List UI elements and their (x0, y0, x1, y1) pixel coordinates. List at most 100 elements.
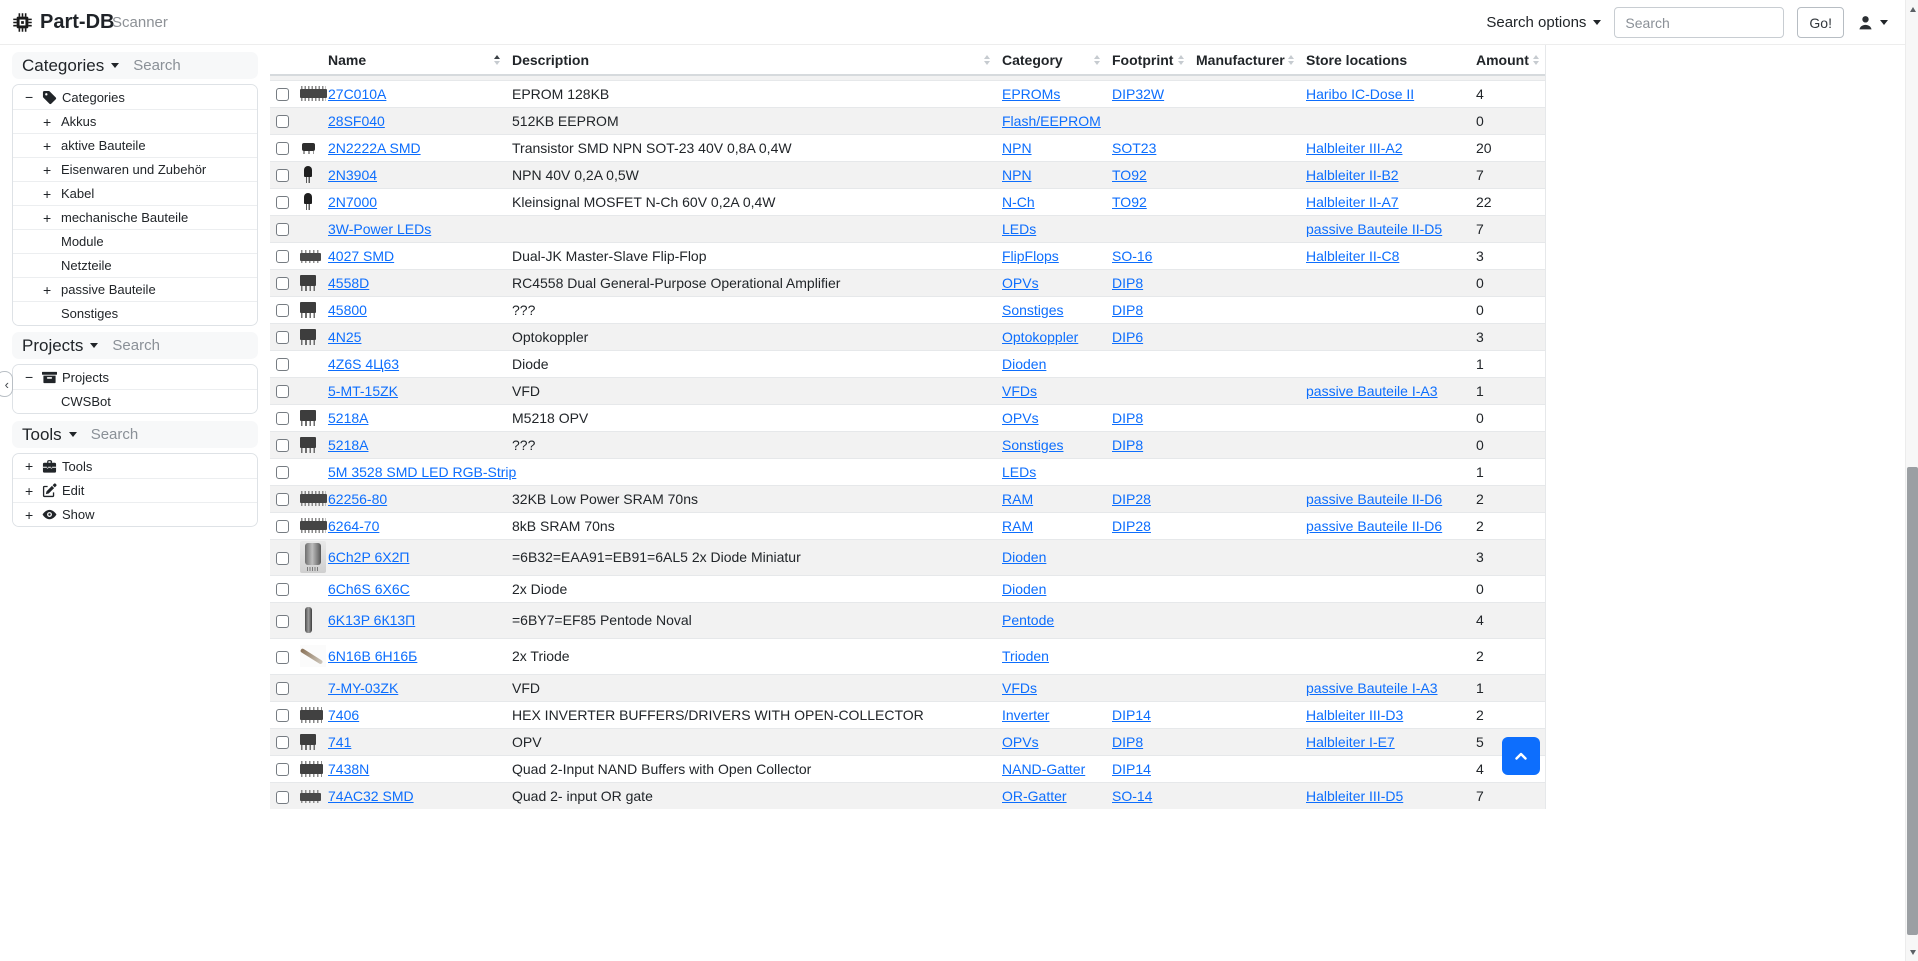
categories-dropdown[interactable]: Categories (22, 56, 120, 76)
part-name-link[interactable]: 6N16B 6Н16Б (328, 648, 418, 664)
store-location-link[interactable]: passive Bauteile I-A3 (1306, 679, 1438, 696)
category-link[interactable]: OR-Gatter (1002, 787, 1067, 804)
tree-item-show[interactable]: + Show (13, 502, 257, 526)
category-link[interactable]: OPVs (1002, 274, 1039, 291)
store-location-link[interactable]: Halbleiter II-C8 (1306, 247, 1400, 264)
row-checkbox[interactable] (276, 169, 289, 183)
store-location-link[interactable]: Halbleiter II-A7 (1306, 193, 1399, 210)
row-checkbox[interactable] (276, 763, 289, 777)
part-name-link[interactable]: 6264-70 (328, 517, 380, 534)
expand-plus-icon[interactable]: + (25, 458, 34, 474)
category-link[interactable]: RAM (1002, 517, 1034, 534)
footprint-link[interactable]: DIP32W (1112, 85, 1165, 102)
row-checkbox[interactable] (276, 88, 289, 102)
projects-search-input[interactable] (112, 337, 223, 354)
row-checkbox[interactable] (276, 614, 289, 628)
row-checkbox[interactable] (276, 358, 289, 372)
part-name-link[interactable]: 6K13P 6К13П (328, 612, 416, 628)
footprint-link[interactable]: DIP8 (1112, 733, 1144, 750)
footprint-link[interactable]: DIP8 (1112, 274, 1144, 291)
scrollbar-down-arrow[interactable] (1906, 945, 1918, 959)
part-name-link[interactable]: 6Ch2P 6Х2П (328, 549, 410, 565)
brand-home-link[interactable]: Part-DB (12, 0, 114, 45)
category-link[interactable]: RAM (1002, 490, 1034, 507)
column-header-manufacturer[interactable]: Manufacturer (1190, 45, 1300, 76)
part-name-link[interactable]: 5218A (328, 409, 369, 426)
expand-plus-icon[interactable]: + (43, 209, 52, 226)
column-header-store-locations[interactable]: Store locations (1300, 45, 1470, 76)
store-location-link[interactable]: Haribo IC-Dose II (1306, 85, 1415, 102)
tree-item-sonstiges[interactable]: Sonstiges (13, 301, 257, 325)
category-link[interactable]: NAND-Gatter (1002, 760, 1086, 777)
part-name-link[interactable]: 45800 (328, 301, 367, 318)
category-link[interactable]: NPN (1002, 166, 1032, 183)
row-checkbox[interactable] (276, 412, 289, 426)
category-link[interactable]: Dioden (1002, 580, 1047, 597)
collapse-minus-icon[interactable]: − (25, 369, 34, 385)
row-checkbox[interactable] (276, 520, 289, 534)
expand-plus-icon[interactable]: + (43, 185, 52, 202)
go-button[interactable]: Go! (1797, 7, 1844, 38)
store-location-link[interactable]: passive Bauteile II-D5 (1306, 220, 1443, 237)
footprint-link[interactable]: SO-16 (1112, 247, 1153, 264)
row-checkbox[interactable] (276, 385, 289, 399)
category-link[interactable]: VFDs (1002, 679, 1037, 696)
row-checkbox[interactable] (276, 331, 289, 345)
store-location-link[interactable]: Halbleiter II-B2 (1306, 166, 1399, 183)
column-header-name[interactable]: Name (322, 45, 506, 76)
expand-plus-icon[interactable]: + (43, 281, 52, 298)
category-link[interactable]: Dioden (1002, 355, 1047, 372)
category-link[interactable]: Dioden (1002, 549, 1047, 565)
row-checkbox[interactable] (276, 223, 289, 237)
row-checkbox[interactable] (276, 709, 289, 723)
part-name-link[interactable]: 7438N (328, 760, 370, 777)
row-checkbox[interactable] (276, 115, 289, 129)
search-options-dropdown[interactable]: Search options (1486, 14, 1602, 31)
store-location-link[interactable]: passive Bauteile II-D6 (1306, 490, 1443, 507)
expand-plus-icon[interactable]: + (43, 161, 52, 178)
part-name-link[interactable]: 4027 SMD (328, 247, 395, 264)
expand-plus-icon[interactable]: + (25, 506, 34, 523)
sidebar-collapse-handle[interactable]: ‹ (0, 371, 13, 397)
part-name-link[interactable]: 74AC32 SMD (328, 787, 414, 804)
row-checkbox[interactable] (276, 466, 289, 480)
row-checkbox[interactable] (276, 493, 289, 507)
scroll-to-top-button[interactable] (1502, 737, 1540, 775)
footprint-link[interactable]: DIP8 (1112, 409, 1144, 426)
column-header-category[interactable]: Category (996, 45, 1106, 76)
part-name-link[interactable]: 2N3904 (328, 166, 378, 183)
tools-search-input[interactable] (90, 426, 201, 443)
category-link[interactable]: FlipFlops (1002, 247, 1059, 264)
expand-plus-icon[interactable]: + (43, 137, 52, 154)
part-name-link[interactable]: 27C010A (328, 85, 387, 102)
part-name-link[interactable]: 5-MT-15ZK (328, 382, 399, 399)
row-checkbox[interactable] (276, 650, 289, 664)
row-checkbox[interactable] (276, 439, 289, 453)
row-checkbox[interactable] (276, 736, 289, 750)
part-name-link[interactable]: 4558D (328, 274, 370, 291)
footprint-link[interactable]: DIP8 (1112, 301, 1144, 318)
category-link[interactable]: Inverter (1002, 706, 1050, 723)
user-menu-dropdown[interactable] (1857, 14, 1888, 31)
tree-item-netzteile[interactable]: Netzteile (13, 253, 257, 277)
scrollbar-thumb[interactable] (1907, 467, 1918, 935)
tree-item-cwsbot[interactable]: CWSBot (13, 389, 257, 413)
footprint-link[interactable]: SOT23 (1112, 139, 1157, 156)
category-link[interactable]: LEDs (1002, 220, 1037, 237)
row-checkbox[interactable] (276, 304, 289, 318)
row-checkbox[interactable] (276, 682, 289, 696)
tree-item-passive-bauteile[interactable]: + passive Bauteile (13, 277, 257, 301)
column-header-description[interactable]: Description (506, 45, 996, 76)
category-link[interactable]: NPN (1002, 139, 1032, 156)
tree-item-kabel[interactable]: + Kabel (13, 181, 257, 205)
footprint-link[interactable]: TO92 (1112, 166, 1147, 183)
part-name-link[interactable]: 6Ch6S 6Х6С (328, 580, 410, 597)
row-checkbox[interactable] (276, 196, 289, 210)
category-link[interactable]: OPVs (1002, 733, 1039, 750)
part-name-link[interactable]: 4N25 (328, 328, 362, 345)
scrollbar-up-arrow[interactable] (1906, 2, 1918, 16)
footprint-link[interactable]: DIP28 (1112, 490, 1151, 507)
expand-plus-icon[interactable]: + (43, 113, 52, 130)
category-link[interactable]: VFDs (1002, 382, 1037, 399)
store-location-link[interactable]: passive Bauteile II-D6 (1306, 517, 1443, 534)
